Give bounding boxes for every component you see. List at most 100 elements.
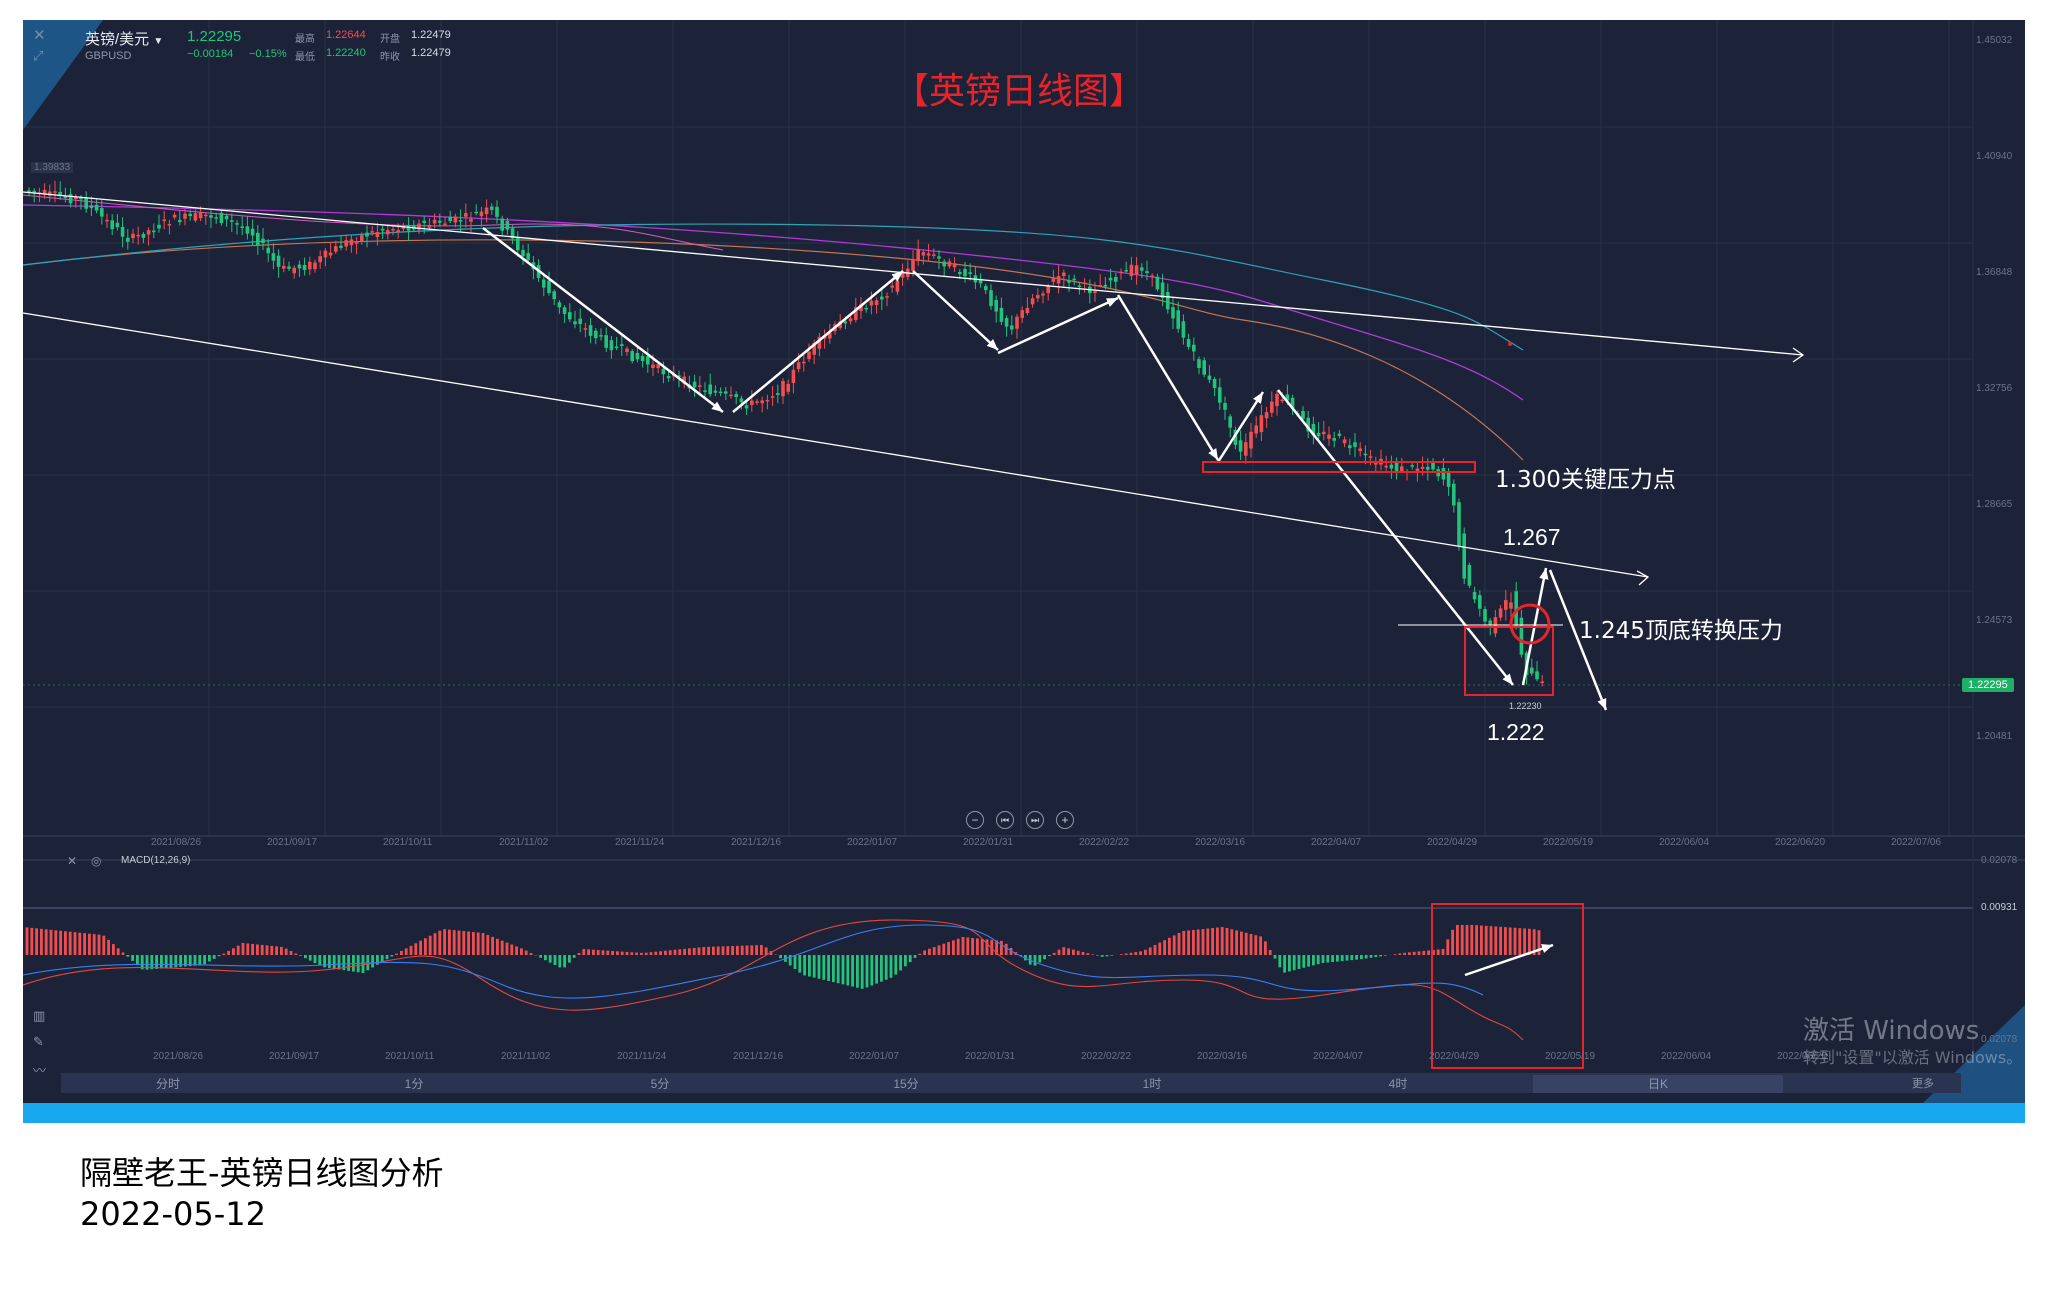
tab-timeframe[interactable]: 5分	[650, 1077, 670, 1091]
macd-bar	[25, 927, 29, 955]
candle-body	[1192, 344, 1196, 352]
macd-bar	[1316, 955, 1320, 965]
macd-date-label: 2022/04/07	[1313, 1051, 1364, 1062]
chart-canvas[interactable]	[23, 20, 2025, 1123]
macd-bar	[443, 929, 446, 955]
macd-bar	[260, 944, 264, 955]
macd-bar	[1345, 955, 1349, 961]
macd-bar	[1465, 925, 1469, 955]
wave-arrow	[997, 296, 1119, 355]
candle-body	[152, 230, 156, 233]
candle-body	[692, 381, 697, 388]
candle-body	[1290, 397, 1295, 409]
low-zone-box	[1464, 626, 1554, 696]
candle-body	[141, 233, 146, 238]
price-axis-label: 1.45032	[1976, 35, 2013, 46]
macd-bar	[184, 955, 187, 967]
date-axis-label: 2021/08/26	[151, 837, 202, 848]
macd-bar	[1379, 955, 1382, 957]
macd-bar	[361, 955, 365, 973]
wave-arrow-head	[1208, 448, 1218, 460]
macd-bar	[1398, 953, 1402, 955]
tab-timeframe[interactable]: 4时	[1388, 1077, 1408, 1091]
candle-body	[1238, 440, 1243, 452]
candle-body	[807, 351, 811, 360]
candle-body	[646, 356, 650, 365]
draw-tool-icon[interactable]: ✎	[33, 1034, 44, 1049]
zoom-in-icon[interactable]: +	[1056, 811, 1074, 829]
candle-body	[812, 342, 816, 355]
candle-body	[630, 351, 634, 362]
tab-timeframe[interactable]: 分时	[155, 1077, 180, 1091]
stat-open-value: 1.22479	[411, 29, 451, 41]
candle-body	[583, 328, 588, 330]
macd-bar	[155, 955, 158, 969]
wave-arrow-head	[1502, 673, 1513, 685]
macd-bar	[1331, 955, 1334, 963]
scroll-right-icon[interactable]: ⏭	[1026, 811, 1044, 829]
candle-body	[926, 253, 931, 256]
macd-bar	[1172, 935, 1176, 955]
macd-bar	[424, 938, 427, 955]
candle-body	[1134, 265, 1139, 275]
macd-bar	[419, 940, 422, 955]
tab-timeframe-more[interactable]: 更多	[1912, 1078, 1934, 1090]
macd-bar	[1273, 955, 1277, 959]
candle-body	[1394, 462, 1399, 472]
tab-timeframe[interactable]: 15分	[893, 1077, 919, 1091]
macd-bar	[510, 944, 514, 955]
macd-bar	[395, 953, 398, 955]
candle-body	[1223, 402, 1227, 410]
candle-body	[885, 296, 889, 298]
candle-body	[1446, 472, 1451, 487]
macd-bar	[712, 946, 715, 955]
macd-axis-label: 0.02078	[1981, 855, 2018, 866]
candle-body	[334, 246, 338, 252]
macd-bar	[1518, 928, 1522, 955]
symbol-selector[interactable]: 英镑/美元 ▼	[85, 28, 163, 49]
candle-body	[1010, 325, 1014, 330]
candle-body	[1431, 462, 1435, 470]
candle-body	[146, 230, 151, 235]
macd-settings-icon[interactable]: ◎	[91, 854, 102, 868]
macd-bar	[481, 933, 485, 955]
scroll-left-icon[interactable]: ⏮	[996, 811, 1014, 829]
tab-timeframe-active[interactable]: 日K	[1533, 1075, 1783, 1093]
macd-bar	[649, 952, 653, 955]
macd-bar	[1312, 955, 1315, 966]
macd-bar	[1475, 925, 1478, 955]
macd-bar	[1441, 949, 1445, 955]
expand-icon[interactable]: ⤢	[33, 48, 44, 63]
macd-close-icon[interactable]: ✕	[67, 854, 78, 868]
candle-body	[640, 355, 645, 362]
candle-body	[828, 332, 832, 339]
macd-bar	[971, 937, 974, 955]
candle-body	[916, 249, 920, 262]
macd-bar	[500, 940, 504, 955]
candle-body	[1332, 438, 1336, 441]
macd-bar	[592, 949, 595, 955]
ma-line-orange	[23, 239, 1524, 461]
tab-timeframe[interactable]: 1时	[1142, 1077, 1162, 1091]
bottom-accent-bar	[23, 1103, 2025, 1123]
date-axis-label: 2022/04/07	[1311, 837, 1362, 848]
candle-body	[854, 307, 858, 320]
close-panel-icon[interactable]: ✕	[33, 27, 46, 44]
candle-body	[204, 214, 208, 217]
zoom-out-icon[interactable]: −	[966, 811, 984, 829]
macd-bar	[1048, 955, 1051, 957]
candle-body	[963, 268, 967, 277]
candle-body	[323, 250, 328, 258]
macd-bar	[140, 955, 144, 970]
chart-type-icon[interactable]: 〰	[33, 1063, 47, 1078]
indicator-icon[interactable]: ▥	[33, 1008, 46, 1023]
macd-date-label: 2022/06/04	[1661, 1051, 1712, 1062]
candle-body	[895, 280, 900, 292]
tab-timeframe[interactable]: 1分	[404, 1077, 424, 1091]
candle-body	[245, 226, 250, 234]
macd-date-label: 2021/11/24	[617, 1051, 667, 1062]
macd-bar	[601, 950, 605, 955]
ma-line-purple	[23, 204, 1524, 401]
candle-body	[386, 230, 390, 235]
candle-body	[1540, 681, 1544, 683]
